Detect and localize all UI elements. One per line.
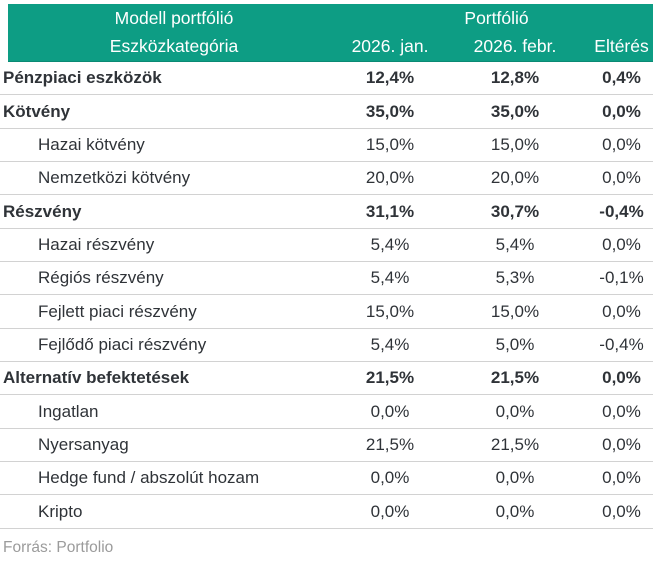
table-row: Részvény 31,1% 30,7% -0,4% bbox=[0, 195, 653, 229]
table-body: Pénzpiaci eszközök 12,4% 12,8% 0,4% Kötv… bbox=[0, 62, 653, 529]
cell-feb: 5,0% bbox=[495, 334, 535, 354]
cell-jan: 20,0% bbox=[365, 168, 415, 188]
table-row: Kötvény 35,0% 35,0% 0,0% bbox=[0, 95, 653, 129]
cell-feb: 15,0% bbox=[490, 301, 540, 321]
cell-jan: 35,0% bbox=[365, 101, 415, 121]
cell-diff: 0,0% bbox=[602, 501, 641, 521]
row-label: Hazai kötvény bbox=[38, 134, 145, 154]
table-row: Régiós részvény 5,4% 5,3% -0,1% bbox=[0, 262, 653, 296]
row-label: Pénzpiaci eszközök bbox=[3, 68, 162, 88]
cell-feb: 0,0% bbox=[495, 501, 535, 521]
cell-feb: 35,0% bbox=[490, 101, 540, 121]
table-row: Fejlődő piaci részvény 5,4% 5,0% -0,4% bbox=[0, 329, 653, 363]
cell-jan: 15,0% bbox=[365, 301, 415, 321]
row-label: Alternatív befektetések bbox=[3, 368, 190, 388]
cell-jan: 31,1% bbox=[365, 201, 415, 221]
cell-diff: 0,0% bbox=[602, 368, 641, 388]
cell-feb: 0,0% bbox=[495, 401, 535, 421]
cell-jan: 12,4% bbox=[365, 68, 415, 88]
cell-jan: 0,0% bbox=[370, 501, 410, 521]
row-label: Nemzetközi kötvény bbox=[38, 168, 191, 188]
cell-diff: 0,4% bbox=[602, 68, 641, 88]
table-row: Pénzpiaci eszközök 12,4% 12,8% 0,4% bbox=[0, 62, 653, 96]
table-row: Alternatív befektetések 21,5% 21,5% 0,0% bbox=[0, 362, 653, 396]
cell-jan: 5,4% bbox=[370, 234, 410, 254]
cell-diff: 0,0% bbox=[602, 168, 641, 188]
cell-jan: 5,4% bbox=[370, 334, 410, 354]
column-header-jan: 2026. jan. bbox=[351, 36, 429, 56]
header-group-row: Modell portfólió Portfólió bbox=[8, 5, 653, 33]
table-row: Kripto 0,0% 0,0% 0,0% bbox=[0, 495, 653, 529]
cell-feb: 21,5% bbox=[490, 368, 540, 388]
cell-feb: 21,5% bbox=[490, 434, 540, 454]
table-row: Nyersanyag 21,5% 21,5% 0,0% bbox=[0, 429, 653, 463]
row-label: Kripto bbox=[38, 501, 83, 521]
cell-feb: 12,8% bbox=[490, 68, 540, 88]
cell-diff: -0,4% bbox=[599, 334, 644, 354]
cell-jan: 15,0% bbox=[365, 134, 415, 154]
row-label: Kötvény bbox=[3, 101, 71, 121]
header-columns-row: Eszközkategória 2026. jan. 2026. febr. E… bbox=[8, 33, 653, 61]
cell-jan: 21,5% bbox=[365, 434, 415, 454]
cell-jan: 5,4% bbox=[370, 268, 410, 288]
cell-jan: 21,5% bbox=[365, 368, 415, 388]
table-row: Hazai kötvény 15,0% 15,0% 0,0% bbox=[0, 129, 653, 163]
cell-feb: 30,7% bbox=[490, 201, 540, 221]
cell-feb: 15,0% bbox=[490, 134, 540, 154]
source-note: Forrás: Portfolio bbox=[3, 538, 114, 556]
row-label: Régiós részvény bbox=[38, 268, 164, 288]
column-header-diff: Eltérés bbox=[594, 36, 649, 56]
table-header: Modell portfólió Portfólió Eszközkategór… bbox=[8, 4, 653, 62]
cell-diff: 0,0% bbox=[602, 301, 641, 321]
table-row: Hedge fund / abszolút hozam 0,0% 0,0% 0,… bbox=[0, 462, 653, 496]
cell-feb: 0,0% bbox=[495, 468, 535, 488]
cell-diff: -0,4% bbox=[599, 201, 644, 221]
table-row: Fejlett piaci részvény 15,0% 15,0% 0,0% bbox=[0, 295, 653, 329]
cell-diff: 0,0% bbox=[602, 134, 641, 154]
row-label: Nyersanyag bbox=[38, 434, 129, 454]
cell-feb: 5,3% bbox=[495, 268, 535, 288]
row-label: Ingatlan bbox=[38, 401, 99, 421]
cell-jan: 0,0% bbox=[370, 401, 410, 421]
row-label: Fejlett piaci részvény bbox=[38, 301, 197, 321]
cell-diff: 0,0% bbox=[602, 468, 641, 488]
cell-diff: 0,0% bbox=[602, 434, 641, 454]
cell-diff: -0,1% bbox=[599, 268, 644, 288]
table-row: Ingatlan 0,0% 0,0% 0,0% bbox=[0, 395, 653, 429]
cell-feb: 5,4% bbox=[495, 234, 535, 254]
row-label: Hedge fund / abszolút hozam bbox=[38, 468, 260, 488]
table-row: Hazai részvény 5,4% 5,4% 0,0% bbox=[0, 229, 653, 263]
row-label: Részvény bbox=[3, 201, 82, 221]
cell-diff: 0,0% bbox=[602, 101, 641, 121]
row-label: Fejlődő piaci részvény bbox=[38, 334, 207, 354]
row-label: Hazai részvény bbox=[38, 234, 155, 254]
column-header-category: Eszközkategória bbox=[109, 36, 239, 56]
cell-diff: 0,0% bbox=[602, 401, 641, 421]
column-header-feb: 2026. febr. bbox=[473, 36, 557, 56]
cell-diff: 0,0% bbox=[602, 234, 641, 254]
cell-feb: 20,0% bbox=[490, 168, 540, 188]
cell-jan: 0,0% bbox=[370, 468, 410, 488]
table-row: Nemzetközi kötvény 20,0% 20,0% 0,0% bbox=[0, 162, 653, 196]
group-header-portfolio: Portfólió bbox=[464, 8, 529, 28]
group-header-model-portfolio: Modell portfólió bbox=[114, 8, 234, 28]
